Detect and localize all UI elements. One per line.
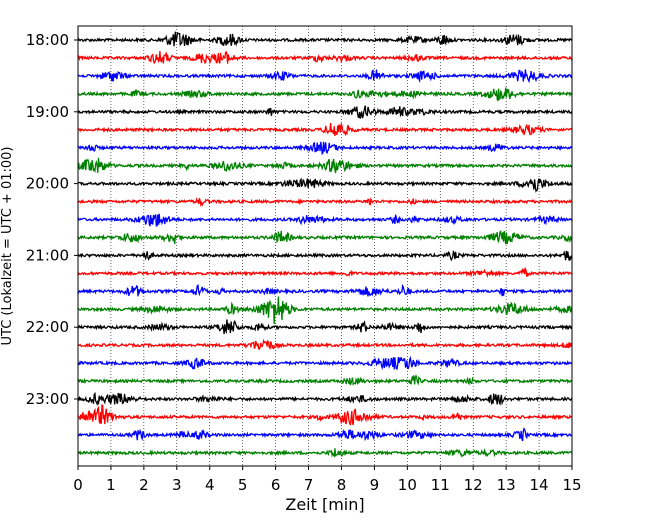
x-tick-label: 15 (562, 476, 581, 494)
trace-1900 (77, 105, 573, 119)
trace-1800 (77, 31, 573, 47)
trace-2300 (77, 391, 573, 407)
plot-frame (77, 25, 573, 467)
x-tick-label: 5 (238, 476, 248, 494)
x-tick-label: 9 (370, 476, 380, 494)
trace-2130 (77, 283, 573, 297)
trace-2145 (77, 296, 573, 325)
trace-2115 (77, 266, 573, 279)
trace-1930 (77, 141, 573, 156)
trace-1945 (77, 157, 573, 174)
trace-2315 (77, 404, 573, 426)
trace-2100 (77, 249, 573, 262)
trace-2030 (77, 213, 573, 227)
trace-2045 (77, 230, 573, 245)
y-axis-label: UTC (Lokalzeit = UTC + 01:00) (0, 147, 15, 346)
trace-2215 (77, 338, 573, 351)
trace-2245 (77, 374, 573, 386)
grid-lines (110, 26, 540, 466)
trace-2330 (77, 427, 573, 442)
trace-2230 (77, 355, 573, 371)
y-tick-label: 19:00 (26, 103, 69, 121)
x-axis-ticks: 0 1 2 3 4 5 6 7 8 9 10 11 12 13 14 15 (73, 466, 582, 494)
x-tick-label: 8 (337, 476, 347, 494)
x-tick-label: 11 (431, 476, 450, 494)
y-tick-label: 18:00 (26, 31, 69, 49)
y-axis-ticks: 18:00 19:00 20:00 21:00 22:00 23:00 (26, 31, 78, 408)
x-tick-label: 1 (106, 476, 116, 494)
trace-1845 (77, 87, 573, 102)
y-tick-label: 21:00 (26, 246, 69, 264)
trace-2200 (77, 319, 573, 335)
trace-1815 (77, 50, 573, 65)
x-tick-label: 10 (398, 476, 417, 494)
x-tick-label: 2 (139, 476, 149, 494)
x-tick-label: 12 (464, 476, 483, 494)
seismic-traces (77, 31, 573, 458)
x-tick-label: 13 (497, 476, 516, 494)
trace-1915 (77, 123, 573, 137)
trace-2000 (77, 177, 573, 193)
x-tick-label: 14 (530, 476, 549, 494)
x-tick-label: 6 (271, 476, 281, 494)
x-tick-label: 0 (73, 476, 83, 494)
trace-1830 (77, 69, 573, 84)
y-tick-label: 23:00 (26, 390, 69, 408)
y-tick-label: 20:00 (26, 175, 69, 193)
x-tick-label: 3 (172, 476, 182, 494)
trace-2015 (77, 196, 573, 207)
trace-2345 (77, 448, 573, 458)
y-tick-label: 22:00 (26, 318, 69, 336)
x-tick-label: 7 (304, 476, 314, 494)
x-axis-label: Zeit [min] (285, 495, 364, 514)
x-tick-label: 4 (205, 476, 215, 494)
plot-area (78, 26, 572, 466)
